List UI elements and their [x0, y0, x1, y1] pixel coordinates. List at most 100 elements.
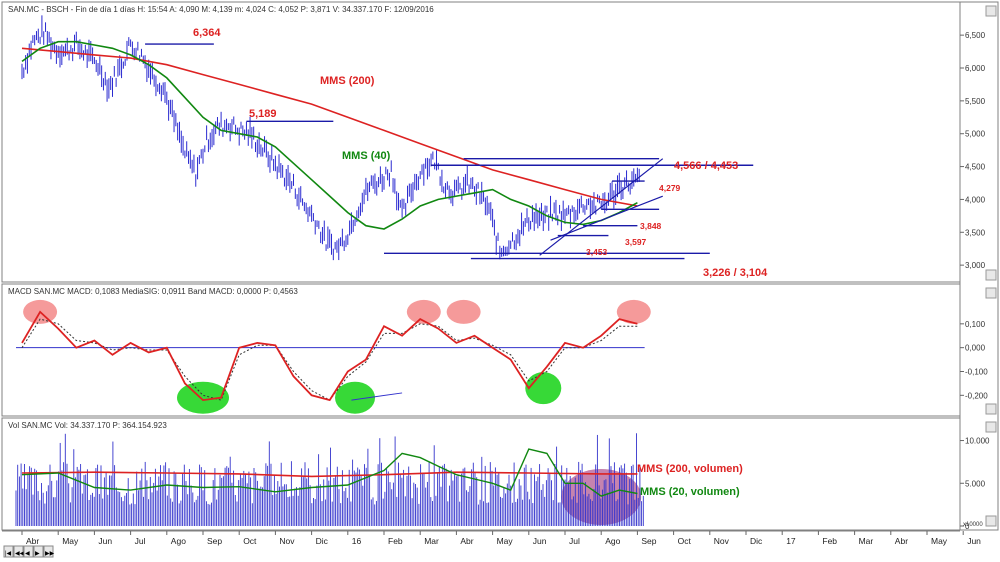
channel-lower-line [550, 195, 663, 241]
nav-button-face [13, 545, 24, 558]
nav-button[interactable]: ▶ [33, 545, 44, 558]
price-panel-header: SAN.MC - BSCH - Fin de día 1 días H: 15:… [8, 5, 434, 14]
annotation-3453: 3,453 [586, 247, 608, 257]
annotation-3848: 3,848 [640, 221, 662, 231]
y-tick-label: -0,200 [965, 391, 988, 400]
x-tick-label: Abr [460, 536, 473, 546]
x-tick-label: Feb [388, 536, 403, 546]
legend-volume-mms20: MMS (20, volumen) [640, 486, 740, 498]
annotation-3597: 3,597 [625, 237, 647, 247]
mms40-line [21, 40, 638, 230]
volume-panel [15, 433, 644, 526]
nav-button[interactable]: ▶▶ [43, 545, 55, 558]
macd-peak-circle [446, 299, 481, 324]
macd-scroll-down-button[interactable] [985, 403, 997, 415]
volume-unit-badge: x10000 [963, 522, 983, 528]
y-tick-label: 6,500 [965, 31, 986, 40]
nav-button-face [33, 545, 44, 558]
nav-button-label: |◀ [5, 551, 12, 557]
scroll-up-button[interactable] [985, 5, 997, 17]
x-axis-labels: Abr May Jun Jul Ago Sep Oct Nov Dic 16 Feb Mar Abr Ma… [2, 530, 981, 546]
nav-button-face [43, 545, 54, 558]
nav-button-face [23, 545, 34, 558]
y-tick-label: 4,500 [965, 163, 986, 172]
y-tick-label: 3,000 [965, 261, 986, 270]
annotations: 6,364 5,189 MMS (200) MMS (40) 4,566 / 4,453… [193, 27, 768, 498]
annotation-4566-4453: 4,566 / 4,453 [674, 160, 738, 172]
annotation-3226-3104: 3,226 / 3,104 [703, 267, 768, 279]
macd-line [21, 310, 638, 402]
x-tick-label: Mar [859, 536, 874, 546]
x-tick-label: Abr [26, 536, 39, 546]
x-tick-label: Dic [316, 536, 329, 546]
volume-mms200-line [21, 471, 638, 478]
x-tick-label: Ago [171, 536, 186, 546]
macd-trough-circle [177, 381, 229, 414]
nav-button-label: ▶▶ [45, 551, 55, 557]
channel-upper-line [539, 158, 664, 256]
volume-scroll-down-button[interactable] [985, 515, 997, 527]
x-tick-label: Oct [243, 536, 257, 546]
x-tick-label: Dic [750, 536, 763, 546]
annotation-mms40: MMS (40) [342, 150, 391, 162]
macd-peak-circle [406, 299, 441, 324]
annotation-5189: 5,189 [249, 108, 277, 120]
macd-trough-circle [335, 381, 376, 414]
x-tick-label: Nov [279, 536, 295, 546]
annotation-4279: 4,279 [659, 183, 681, 193]
macd-peak-circle [616, 299, 651, 324]
volume-panel-header: Vol SAN.MC Vol: 34.337.170 P: 364.154.92… [8, 421, 167, 430]
x-tick-label: Jun [967, 536, 981, 546]
x-tick-label: Sep [207, 536, 222, 546]
annotation-mms200: MMS (200) [320, 75, 375, 87]
y-tick-label: 0,100 [965, 320, 986, 329]
macd-scroll-up-button[interactable] [985, 287, 997, 299]
x-tick-label: Nov [714, 536, 730, 546]
nav-button[interactable]: ◀ [23, 545, 34, 558]
y-tick-label: 4,000 [965, 195, 986, 204]
nav-button-label: ◀ [25, 551, 30, 557]
x-tick-label: Jun [98, 536, 112, 546]
nav-button-face [3, 545, 14, 558]
macd-trough-circle [525, 372, 562, 405]
nav-button-label: ◀◀ [15, 551, 25, 557]
mms200-line [21, 47, 638, 207]
navigation-buttons: |◀ ◀◀ ◀ ▶ ▶▶ [3, 545, 55, 558]
x-tick-label: Oct [678, 536, 692, 546]
nav-button[interactable]: ◀◀ [13, 545, 25, 558]
x-tick-label: Jun [533, 536, 547, 546]
volume-mms20-line [21, 448, 638, 497]
x-tick-label: May [62, 536, 79, 546]
y-tick-label: 5,500 [965, 97, 986, 106]
x-tick-label: Jul [135, 536, 146, 546]
x-tick-label: May [931, 536, 948, 546]
y-tick-label: 3,500 [965, 228, 986, 237]
panel-scroll-controls [985, 5, 997, 527]
x-tick-label: Sep [641, 536, 656, 546]
macd-panel [16, 299, 651, 414]
y-axis-labels: 6,500 6,000 5,500 5,000 4,500 4,000 3,500 3,000… [960, 31, 990, 531]
x-tick-label: 17 [786, 536, 796, 546]
scroll-down-button[interactable] [985, 269, 997, 281]
x-tick-label: Mar [424, 536, 439, 546]
macd-panel-header: MACD SAN.MC MACD: 0,1083 MediaSIG: 0,091… [8, 287, 298, 296]
price-panel [21, 15, 754, 261]
y-tick-label: 5.000 [965, 479, 986, 488]
x-tick-label: Feb [822, 536, 837, 546]
annotation-6364: 6,364 [193, 27, 221, 39]
y-tick-label: 10.000 [965, 437, 990, 446]
volume-scroll-up-button[interactable] [985, 421, 997, 433]
x-tick-label: Abr [895, 536, 908, 546]
y-tick-label: 6,000 [965, 64, 986, 73]
macd-divergence-line [351, 392, 403, 401]
x-tick-label: Ago [605, 536, 620, 546]
nav-button-label: ▶ [35, 551, 40, 557]
nav-button[interactable]: |◀ [3, 545, 14, 558]
y-tick-label: 5,000 [965, 130, 986, 139]
y-tick-label: -0,100 [965, 367, 988, 376]
x-tick-label: May [497, 536, 514, 546]
x-tick-label: Jul [569, 536, 580, 546]
x-tick-label: 16 [352, 536, 362, 546]
y-tick-label: 0,000 [965, 344, 986, 353]
legend-volume-mms200: MMS (200, volumen) [637, 463, 743, 475]
